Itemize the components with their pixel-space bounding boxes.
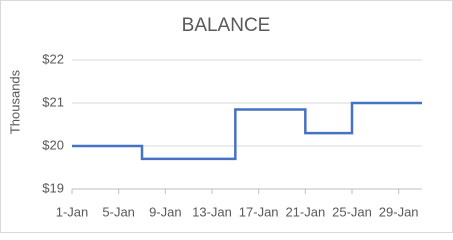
x-tick-label: 9-Jan bbox=[149, 204, 182, 219]
x-tick-label: 13-Jan bbox=[192, 204, 232, 219]
chart: BALANCE Thousands $19 $20 $21 $22 1-Jan 5-Jan… bbox=[0, 0, 453, 233]
y-axis-label: Thousands bbox=[7, 69, 22, 134]
y-tick-label: $19 bbox=[42, 180, 64, 195]
chart-title: BALANCE bbox=[182, 15, 271, 36]
x-tick-label: 21-Jan bbox=[285, 204, 325, 219]
chart-border bbox=[0, 0, 453, 233]
x-tick-label: 25-Jan bbox=[332, 204, 372, 219]
x-tick-label: 5-Jan bbox=[102, 204, 135, 219]
x-tick-label: 29-Jan bbox=[379, 204, 419, 219]
x-tick-label: 1-Jan bbox=[56, 204, 89, 219]
balance-line bbox=[72, 101, 422, 161]
x-tick-label: 17-Jan bbox=[239, 204, 279, 219]
y-tick-label: $20 bbox=[42, 137, 64, 152]
y-tick-label: $22 bbox=[42, 51, 64, 66]
y-tick-label: $21 bbox=[42, 94, 64, 109]
